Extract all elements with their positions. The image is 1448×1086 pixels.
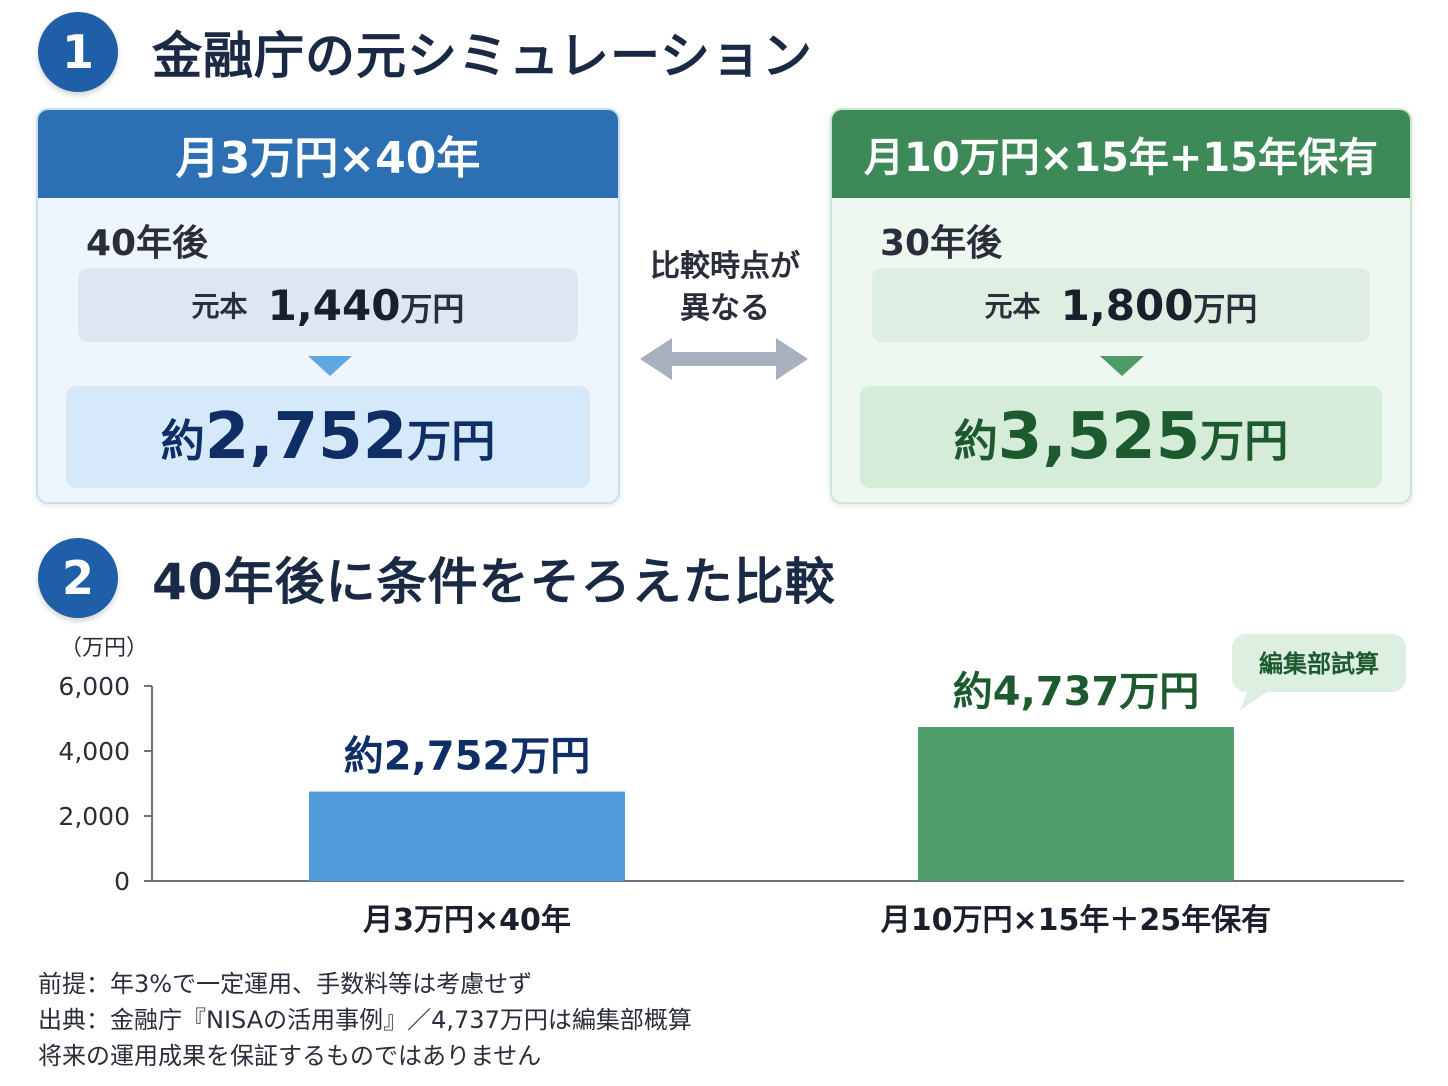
plan-b-result-unit: 万円 — [1200, 416, 1289, 467]
plan-b-principal-label: 元本 — [984, 290, 1041, 323]
y-tick-label: 2,000 — [58, 802, 130, 831]
plan-a-card: 月3万円×40年 40年後 元本 1,440万円 約 2,752 万円 — [36, 108, 620, 504]
category-label: 月3万円×40年 — [363, 903, 571, 938]
plan-b-years-label: 30年後 — [880, 223, 1003, 264]
plan-a-principal-amount: 1,440万円 — [268, 281, 465, 330]
plan-b-result-prefix: 約 — [953, 416, 998, 467]
section-2-title: 40年後に条件をそろえた比較 — [152, 553, 836, 611]
footer-notes: 前提：年3%で一定運用、手数料等は考慮せず 出典：金融庁『NISAの活用事例』／… — [38, 966, 692, 1074]
down-arrow-icon — [308, 356, 352, 376]
plan-a-result-box: 約 2,752 万円 — [66, 386, 590, 488]
y-tick-label: 0 — [114, 867, 130, 896]
plan-b-header: 月10万円×15年+15年保有 — [832, 110, 1410, 198]
comparison-note-line-2: 異なる — [680, 291, 770, 326]
section-2-number-badge: 2 — [38, 538, 118, 618]
plan-a-result-value: 2,752 — [204, 400, 408, 474]
plan-b-result-value: 3,525 — [997, 400, 1201, 474]
plan-a-principal-label: 元本 — [191, 290, 248, 323]
section-2-header: 2 40年後に条件をそろえた比較 — [38, 538, 836, 618]
chart-unit-label: （万円） — [60, 636, 149, 661]
section-1-title: 金融庁の元シミュレーション — [152, 27, 813, 85]
plan-b-principal-box: 元本 1,800万円 — [872, 268, 1370, 342]
comparison-note-line-1: 比較時点が — [650, 249, 800, 284]
plan-a-years-label: 40年後 — [86, 223, 209, 264]
plan-a-result-prefix: 約 — [160, 416, 205, 467]
plan-b-principal-value: 1,800 — [1060, 280, 1194, 330]
section-1-header: 1 金融庁の元シミュレーション — [38, 12, 813, 92]
annotation-bubble — [1232, 634, 1406, 692]
y-tick-label: 6,000 — [58, 672, 130, 701]
annotation-label: 編集部試算 — [1259, 650, 1379, 678]
footer-premise: 前提：年3%で一定運用、手数料等は考慮せず — [38, 970, 533, 998]
plan-b-principal-unit: 万円 — [1193, 289, 1258, 328]
double-arrow-icon — [640, 338, 808, 380]
annotation-pointer — [1240, 690, 1270, 710]
section-1-number-badge: 1 — [38, 12, 118, 92]
down-arrow-icon — [1100, 356, 1144, 376]
plan-b-result-box: 約 3,525 万円 — [860, 386, 1382, 488]
plan-a-principal-unit: 万円 — [400, 289, 465, 328]
bar-value-label: 約4,737万円 — [953, 669, 1200, 715]
plan-a-principal-box: 元本 1,440万円 — [78, 268, 578, 342]
bar — [918, 727, 1234, 881]
category-label: 月10万円×15年＋25年保有 — [881, 903, 1271, 938]
footer-source: 出典：金融庁『NISAの活用事例』／4,737万円は編集部概算 — [38, 1006, 692, 1034]
plan-a-result-unit: 万円 — [407, 416, 496, 467]
plan-a-principal-value: 1,440 — [267, 280, 401, 330]
bar — [309, 791, 625, 881]
footer-disclaimer: 将来の運用成果を保証するものではありません — [38, 1042, 542, 1070]
plan-b-principal-amount: 1,800万円 — [1061, 281, 1258, 330]
bar-value-label: 約2,752万円 — [344, 734, 591, 780]
plan-b-card: 月10万円×15年+15年保有 30年後 元本 1,800万円 約 3,525 … — [830, 108, 1412, 504]
y-tick-label: 4,000 — [58, 737, 130, 766]
plan-a-header: 月3万円×40年 — [38, 110, 618, 198]
comparison-note: 比較時点が 異なる — [620, 246, 830, 330]
